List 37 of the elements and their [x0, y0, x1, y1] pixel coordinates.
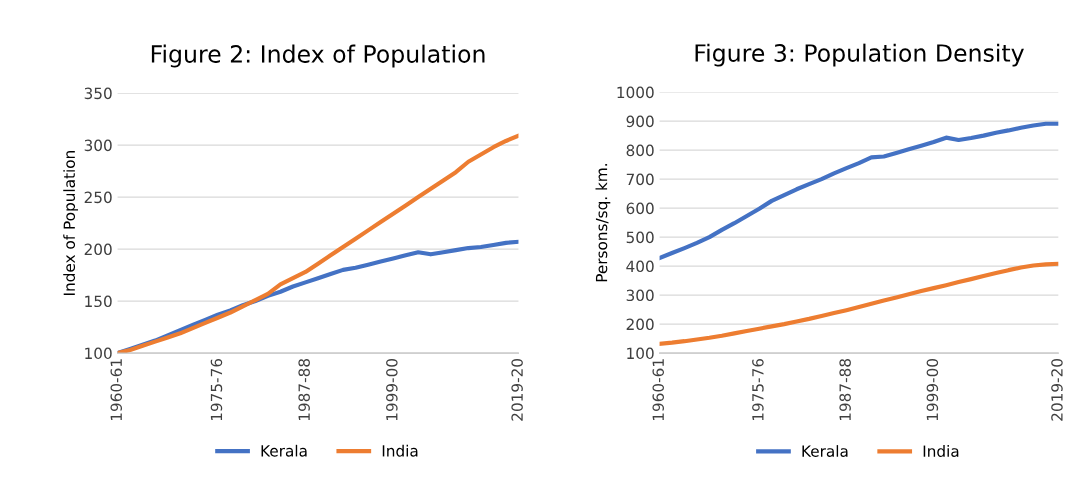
- x-tick-label: 1975-76: [210, 358, 223, 421]
- x-tick-label: 1960-61: [652, 359, 665, 421]
- y-tick-label: 300: [626, 289, 654, 302]
- x-tick-label: 2019-20: [1051, 358, 1063, 421]
- line-series: [659, 121, 1059, 261]
- line-series: [659, 261, 1059, 346]
- legend-label: India: [382, 444, 418, 457]
- y-tick-label: 700: [626, 173, 654, 186]
- x-tick-label: 1999-00: [386, 358, 398, 421]
- x-tick-label: 1975-76: [752, 358, 764, 421]
- x-tick-label: 1999-00: [926, 358, 939, 421]
- y-tick-label: 100: [85, 347, 112, 360]
- y-tick-label: 100: [627, 347, 654, 360]
- line-series: [117, 133, 519, 354]
- legend-label: Kerala: [802, 445, 848, 457]
- y-tick-label: 150: [85, 295, 112, 308]
- x-tick-label: 1987-88: [839, 358, 851, 421]
- y-tick-label: 400: [626, 260, 654, 273]
- y-tick-label: 200: [84, 243, 112, 256]
- chart-title: Figure 2: Index of Population: [151, 44, 485, 68]
- y-tick-label: 600: [626, 202, 654, 215]
- y-tick-label: 800: [626, 144, 654, 157]
- y-tick-label: 250: [84, 191, 112, 204]
- y-tick-label: 1000: [617, 86, 654, 99]
- x-tick-label: 2019-20: [511, 358, 523, 421]
- y-tick-label: 900: [626, 115, 654, 128]
- legend-label: Kerala: [261, 444, 307, 457]
- y-axis-title: Index of Population: [63, 151, 79, 295]
- x-tick-label: 1960-61: [110, 359, 123, 421]
- y-tick-label: 350: [84, 87, 112, 100]
- legend-label: India: [923, 445, 959, 457]
- y-tick-label: 500: [626, 231, 654, 244]
- chart-title: Figure 3: Population Density: [695, 43, 1024, 67]
- y-tick-label: 300: [84, 139, 112, 152]
- y-axis-title: Persons/sq. km.: [595, 164, 611, 282]
- x-tick-label: 1987-88: [298, 358, 310, 421]
- y-tick-label: 200: [626, 318, 654, 331]
